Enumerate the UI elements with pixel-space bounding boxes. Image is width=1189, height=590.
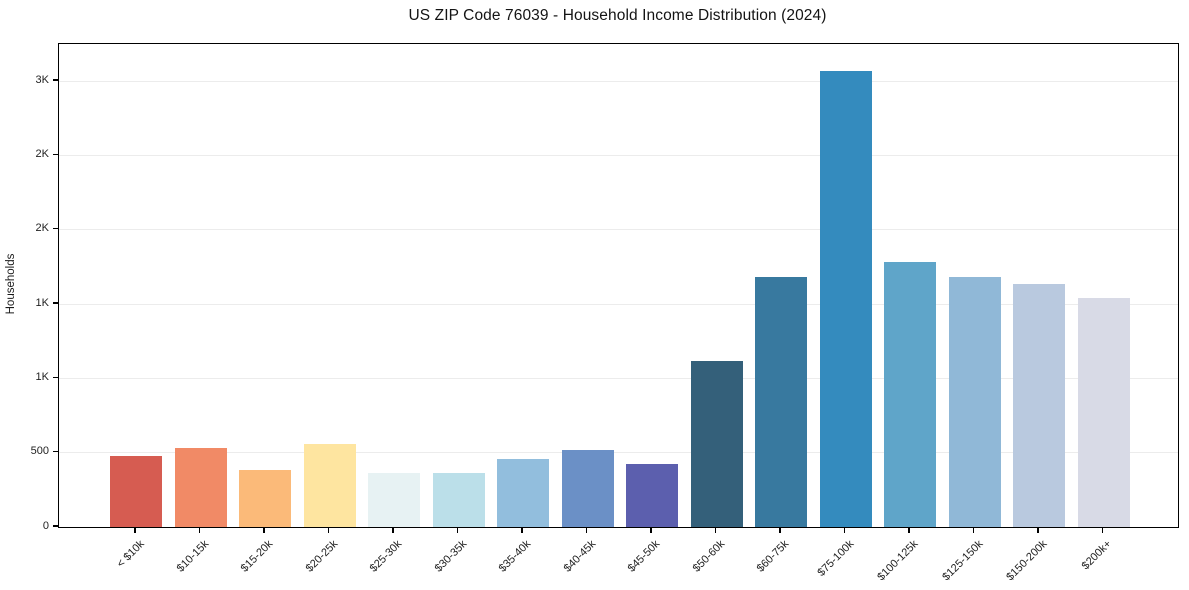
x-tick-label: $75-100k — [815, 538, 856, 579]
y-tick-label: 2K — [35, 147, 49, 160]
bar-30-35k — [432, 472, 485, 527]
x-tick-label: $25-30k — [367, 538, 405, 575]
y-tick-label: 2K — [35, 222, 49, 235]
x-tick — [263, 527, 265, 533]
plot-area — [58, 43, 1179, 528]
chart-title: US ZIP Code 76039 - Household Income Dis… — [408, 7, 827, 24]
bar-45-50k — [626, 463, 678, 527]
bar-150-200k — [1013, 284, 1065, 527]
bar-10-15k — [174, 448, 227, 527]
x-tick-label: $15-20k — [238, 538, 276, 575]
x-tick — [198, 527, 201, 533]
x-tick — [843, 527, 846, 533]
x-tick — [456, 527, 459, 533]
x-tick-label: $20-25k — [303, 538, 340, 575]
x-tick — [327, 527, 330, 533]
y-tick-label: 500 — [30, 445, 49, 458]
bar-40-45k — [561, 449, 614, 527]
y-tick — [52, 525, 58, 527]
grid-line — [59, 154, 1178, 156]
y-tick-label: 1K — [35, 370, 49, 383]
bar-50-60k — [690, 360, 743, 527]
x-tick — [585, 527, 588, 533]
x-tick-label: $45-50k — [625, 538, 663, 575]
x-tick-label: $125-150k — [939, 538, 985, 584]
x-tick — [779, 527, 781, 533]
x-tick-label: $150-200k — [1004, 538, 1050, 584]
x-tick-label: $30-35k — [432, 538, 469, 575]
bar-15-20k — [239, 469, 291, 527]
y-tick — [52, 376, 58, 379]
grid-line — [59, 229, 1178, 231]
bar-25-30k — [368, 472, 420, 527]
y-tick-label: 0 — [42, 519, 49, 532]
y-tick — [52, 450, 58, 453]
x-tick-label: $50-60k — [690, 538, 727, 575]
x-tick-label: $200k+ — [1079, 538, 1114, 573]
grid-line — [59, 452, 1178, 454]
x-tick-label: $35-40k — [496, 538, 534, 575]
bar-125-150k — [948, 276, 1001, 527]
y-tick — [52, 79, 58, 81]
y-tick — [52, 153, 58, 156]
x-tick — [521, 527, 523, 533]
x-tick — [908, 527, 910, 533]
grid-line — [59, 80, 1178, 82]
y-tick — [52, 302, 58, 304]
x-tick — [650, 527, 652, 533]
bar-20-25k — [303, 443, 356, 527]
y-axis-label: Households — [5, 253, 17, 315]
grid-line — [59, 377, 1178, 379]
bar-75-100k — [819, 70, 872, 527]
bar-10k — [110, 455, 162, 527]
bar-200k — [1077, 298, 1130, 527]
x-tick — [1101, 527, 1104, 533]
bar-100-125k — [884, 262, 936, 527]
x-tick-label: $40-45k — [561, 538, 598, 575]
x-tick — [1037, 527, 1039, 533]
x-tick — [972, 527, 975, 533]
x-tick-label: $60-75k — [754, 538, 792, 575]
y-tick — [52, 228, 58, 230]
y-tick-label: 3K — [35, 73, 49, 86]
y-tick-label: 1K — [35, 296, 49, 309]
x-tick — [392, 527, 394, 533]
grid-line — [59, 303, 1178, 305]
x-tick-label: $10-15k — [174, 538, 211, 575]
x-tick-label: $100-125k — [875, 538, 921, 584]
x-tick-label: < $10k — [114, 538, 147, 571]
bar-35-40k — [497, 459, 549, 527]
x-tick — [134, 527, 136, 533]
bar-60-75k — [755, 276, 807, 527]
x-tick — [714, 527, 717, 533]
